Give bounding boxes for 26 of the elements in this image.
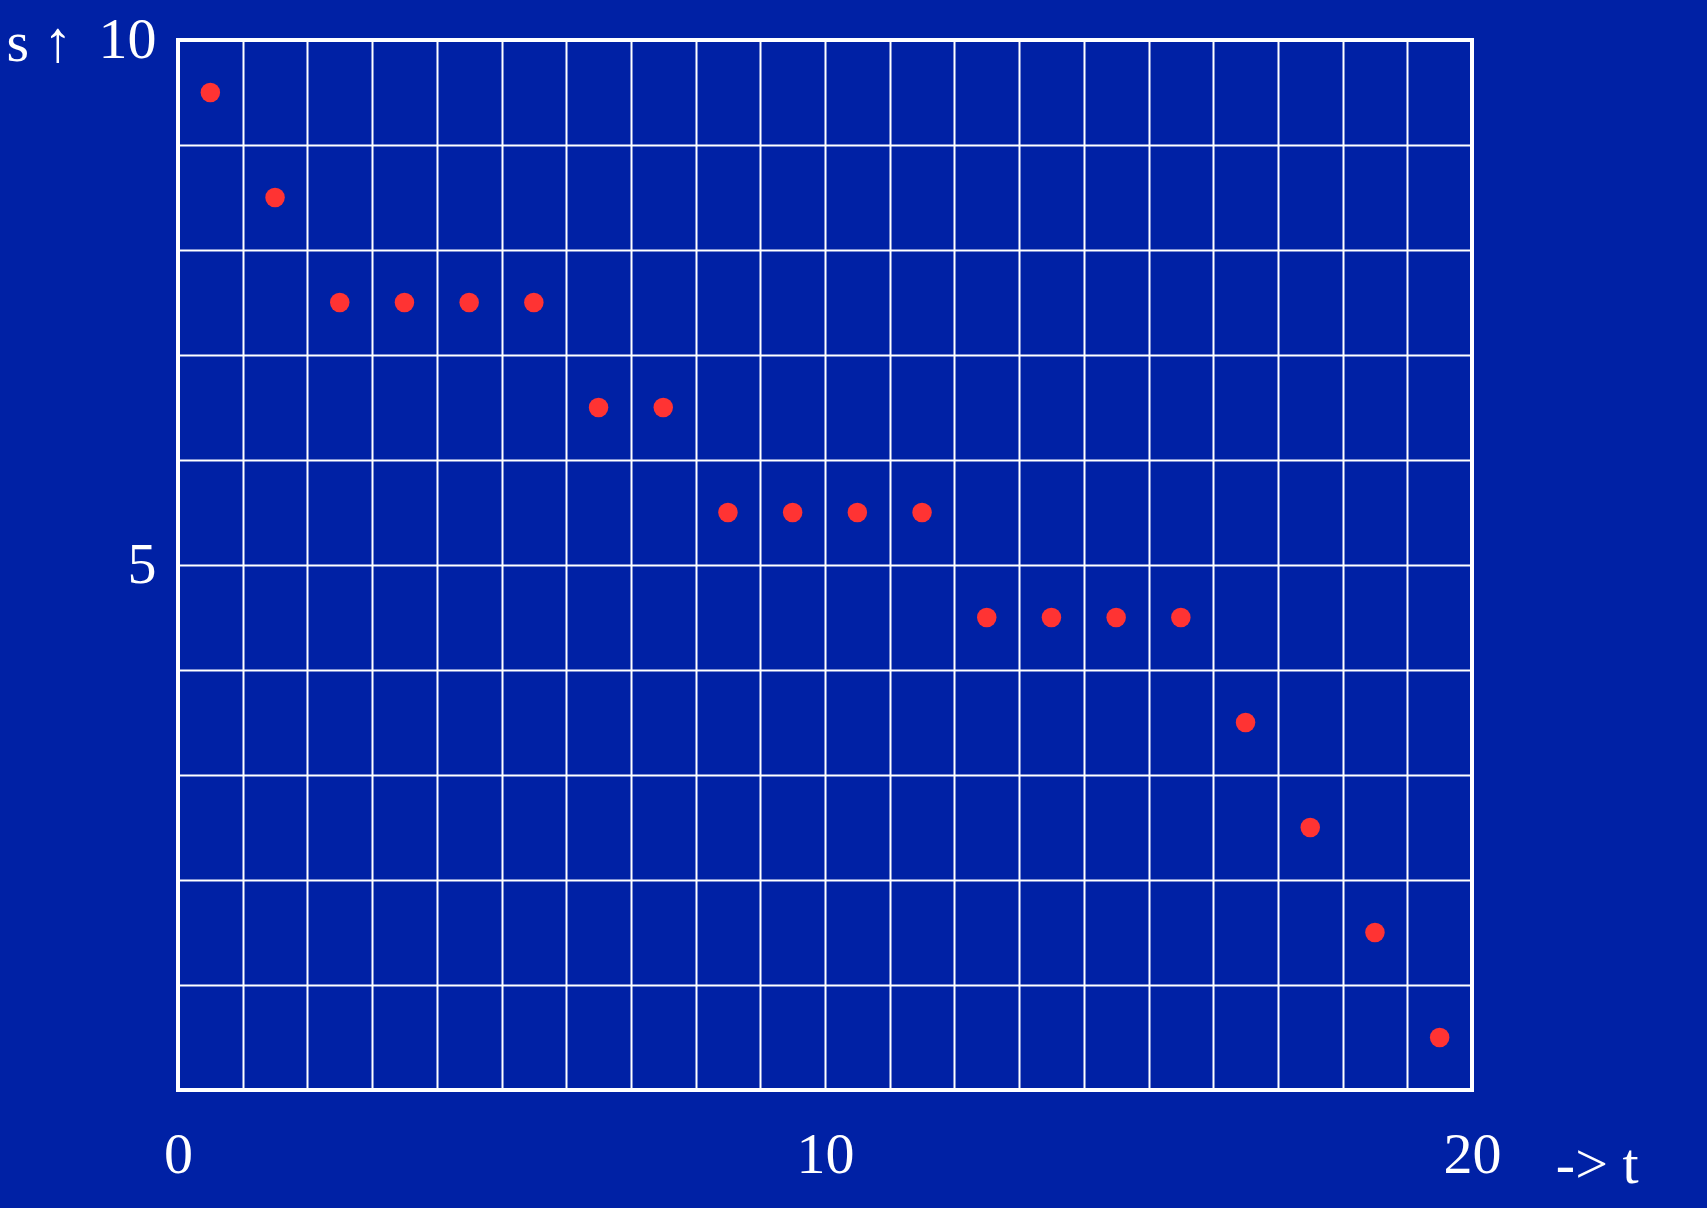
point [1041,607,1062,628]
point [1429,1027,1450,1048]
point [459,292,479,313]
point [977,607,997,628]
x-tick-label: 0 [164,1120,193,1186]
point [588,397,609,418]
x-tick-label: 10 [796,1120,855,1186]
point [1235,712,1256,733]
x-axis-title: -> t [1555,1130,1639,1196]
point [653,397,673,418]
point [912,502,932,523]
point [265,187,285,208]
point [847,502,868,523]
y-tick-label: 5 [127,530,157,596]
y-axis-title: s ↑ [6,8,73,74]
point [718,502,738,523]
point [330,292,350,313]
point [1106,607,1126,628]
point [1171,607,1191,628]
point [394,292,415,313]
point [524,292,544,313]
point [200,82,221,103]
point [1365,922,1385,943]
x-tick-label: 20 [1443,1120,1502,1186]
point [782,502,803,523]
point [1300,817,1320,838]
